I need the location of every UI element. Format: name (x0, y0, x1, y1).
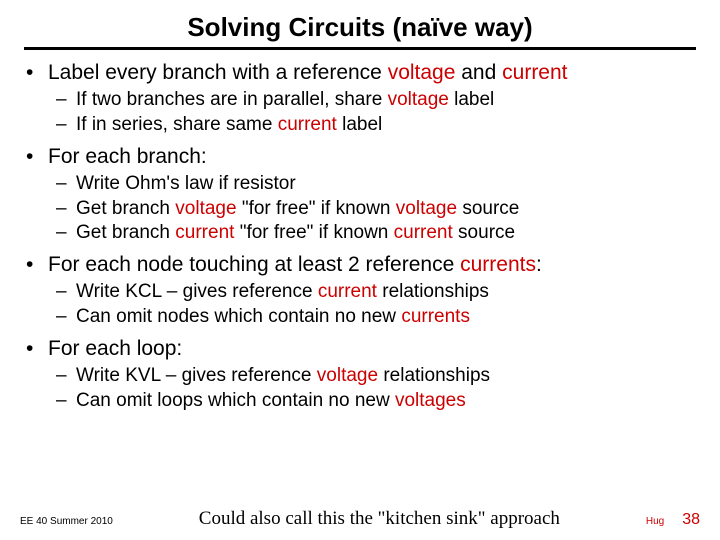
b2s3-current: current (175, 222, 234, 243)
b2s3-current2: current (394, 222, 453, 243)
b3-currents: currents (460, 253, 536, 276)
bullet-3: For each node touching at least 2 refere… (48, 252, 700, 330)
bullet-2-sub-3: Get branch current "for free" if known c… (76, 221, 700, 246)
bullet-2-sub-1: Write Ohm's law if resistor (76, 172, 700, 197)
b3s2-currents: currents (401, 306, 470, 327)
bullet-1-mid: and (455, 61, 502, 84)
b3-b: : (536, 253, 542, 276)
b3s1-b: relationships (377, 281, 489, 302)
b2s2-c: source (457, 198, 519, 219)
b2s3-c: source (453, 222, 515, 243)
b4s2-a: Can omit loops which contain no new (76, 390, 395, 411)
b3s1-a: Write KCL – gives reference (76, 281, 318, 302)
bullet-4-sublist: Write KVL – gives reference voltage rela… (48, 364, 700, 413)
bullet-3-sub-1: Write KCL – gives reference current rela… (76, 280, 700, 305)
b4s1-b: relationships (378, 365, 490, 386)
bullet-4: For each loop: Write KVL – gives referen… (48, 336, 700, 414)
bullet-2: For each branch: Write Ohm's law if resi… (48, 144, 700, 246)
bullet-4-text: For each loop: (48, 337, 182, 360)
bullet-4-sub-1: Write KVL – gives reference voltage rela… (76, 364, 700, 389)
footer-course: EE 40 Summer 2010 (20, 516, 113, 527)
bullet-1-text-a: Label every branch with a reference (48, 61, 388, 84)
bullet-2-text: For each branch: (48, 145, 207, 168)
b1s2-a: If in series, share same (76, 114, 278, 135)
bullet-1-voltage: voltage (388, 61, 456, 84)
slide: Solving Circuits (naïve way) Label every… (0, 0, 720, 540)
b2s3-b: "for free" if known (234, 222, 393, 243)
b2s2-voltage: voltage (175, 198, 236, 219)
bullet-1: Label every branch with a reference volt… (48, 60, 700, 138)
b2s2-b: "for free" if known (237, 198, 396, 219)
bullet-1-current: current (502, 61, 567, 84)
b2s2-voltage2: voltage (396, 198, 457, 219)
b2s2-a: Get branch (76, 198, 175, 219)
bullet-3-sublist: Write KCL – gives reference current rela… (48, 280, 700, 329)
bullet-1-sublist: If two branches are in parallel, share v… (48, 88, 700, 137)
bullet-3-sub-2: Can omit nodes which contain no new curr… (76, 305, 700, 330)
b1s1-a: If two branches are in parallel, share (76, 89, 388, 110)
footer-right: Hug 38 (646, 511, 700, 529)
b4s1-a: Write KVL – gives reference (76, 365, 317, 386)
bullet-2-sub-2: Get branch voltage "for free" if known v… (76, 197, 700, 222)
b3s1-current: current (318, 281, 377, 302)
bullet-4-sub-2: Can omit loops which contain no new volt… (76, 389, 700, 414)
footer: EE 40 Summer 2010 Could also call this t… (20, 508, 700, 530)
title-underline (24, 47, 696, 50)
footer-page-number: 38 (682, 511, 700, 529)
b3-a: For each node touching at least 2 refere… (48, 253, 460, 276)
bullet-1-sub-2: If in series, share same current label (76, 113, 700, 138)
b1s1-b: label (449, 89, 494, 110)
b1s2-current: current (278, 114, 337, 135)
b1s1-voltage: voltage (388, 89, 449, 110)
footer-author: Hug (646, 516, 664, 527)
bullet-1-sub-1: If two branches are in parallel, share v… (76, 88, 700, 113)
slide-title: Solving Circuits (naïve way) (20, 12, 700, 43)
b4s1-voltage: voltage (317, 365, 378, 386)
bullet-2-sublist: Write Ohm's law if resistor Get branch v… (48, 172, 700, 246)
bullet-list: Label every branch with a reference volt… (20, 60, 700, 413)
footer-note: Could also call this the "kitchen sink" … (199, 508, 560, 530)
b1s2-b: label (337, 114, 382, 135)
b3s2-a: Can omit nodes which contain no new (76, 306, 401, 327)
b4s2-voltages: voltages (395, 390, 466, 411)
b2s3-a: Get branch (76, 222, 175, 243)
